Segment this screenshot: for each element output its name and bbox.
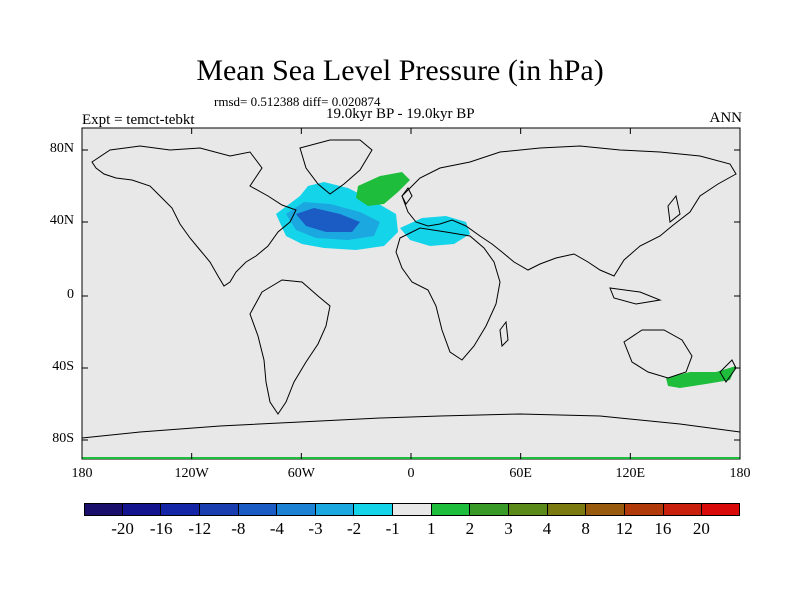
colorbar-swatch (199, 503, 239, 516)
colorbar-label: -3 (308, 519, 323, 538)
period-text: 19.0kyr BP - 19.0kyr BP (326, 106, 475, 122)
x-tick-label: 60W (287, 466, 315, 481)
colorbar-swatch (624, 503, 664, 516)
colorbar-swatch (702, 503, 740, 516)
colorbar-swatch (663, 503, 703, 516)
y-tick-label: 80S (52, 431, 74, 446)
colorbar-label: -20 (111, 519, 134, 538)
colorbar-swatch (315, 503, 355, 516)
colorbar-label: 12 (615, 519, 633, 538)
x-tick-label: 120E (615, 466, 646, 481)
colorbar-label: -8 (231, 519, 246, 538)
coast-indonesia (609, 287, 662, 305)
colorbar-swatch (431, 503, 471, 516)
colorbar-swatch (238, 503, 278, 516)
colorbar-label: 20 (692, 519, 710, 538)
anomaly-mediterranean-cyan (400, 216, 470, 246)
anomaly-nordic-green (356, 172, 410, 206)
y-tick-label: 0 (67, 287, 74, 302)
anomaly-layer (276, 172, 736, 388)
y-tick-label: 40S (52, 359, 74, 374)
coast-madagascar (499, 320, 509, 348)
colorbar-swatch (161, 503, 200, 516)
coast-japan (667, 194, 681, 223)
coast-antarctica (81, 413, 741, 439)
y-tick-label: 40N (49, 213, 74, 228)
colorbar-swatch (122, 503, 162, 516)
coast-north-america (91, 145, 297, 287)
axis-ticks (81, 128, 741, 459)
x-tick-label: 120W (174, 466, 209, 481)
colorbar-label: 16 (654, 519, 672, 538)
colorbar-label: 3 (504, 519, 513, 538)
season-text: ANN (709, 110, 743, 126)
anomaly-southern-green (666, 366, 736, 388)
colorbar-label: 8 (581, 519, 590, 538)
colorbar (84, 503, 740, 516)
x-tick-label: 60E (509, 466, 532, 481)
coast-uk (401, 187, 413, 205)
colorbar-label: 2 (465, 519, 475, 538)
coast-eurasia (401, 145, 737, 277)
coast-greenland (299, 139, 373, 195)
map-background (81, 127, 741, 460)
colorbar-swatch (509, 503, 548, 516)
anomaly-north-atlantic-core (296, 208, 360, 232)
colorbar-swatch (547, 503, 587, 516)
colorbar-swatch (84, 503, 123, 516)
colorbar-swatch (470, 503, 510, 516)
stats-text: rmsd= 0.512388 diff= 0.020874 (214, 94, 381, 109)
coast-australia (623, 329, 693, 379)
colorbar-label: -16 (149, 519, 173, 538)
chart-title: Mean Sea Level Pressure (in hPa) (196, 54, 604, 87)
x-tick-label: 180 (71, 466, 93, 481)
colorbar-swatch (277, 503, 316, 516)
coast-africa (395, 227, 501, 361)
colorbar-label: -12 (188, 519, 212, 538)
colorbar-label: -4 (269, 519, 285, 538)
experiment-text: Expt = temct-tebkt (82, 112, 195, 128)
coast-south-america (249, 279, 331, 415)
colorbar-label: 4 (542, 519, 552, 538)
colorbar-swatch (586, 503, 625, 516)
x-tick-label: 0 (407, 466, 415, 481)
colorbar-swatch (354, 503, 394, 516)
colorbar-swatch (393, 503, 432, 516)
colorbar-label: -1 (385, 519, 400, 538)
y-tick-label: 80N (49, 141, 74, 156)
x-tick-label: 180 (729, 466, 751, 481)
colorbar-label: -2 (347, 519, 362, 538)
colorbar-label: 1 (427, 519, 436, 538)
